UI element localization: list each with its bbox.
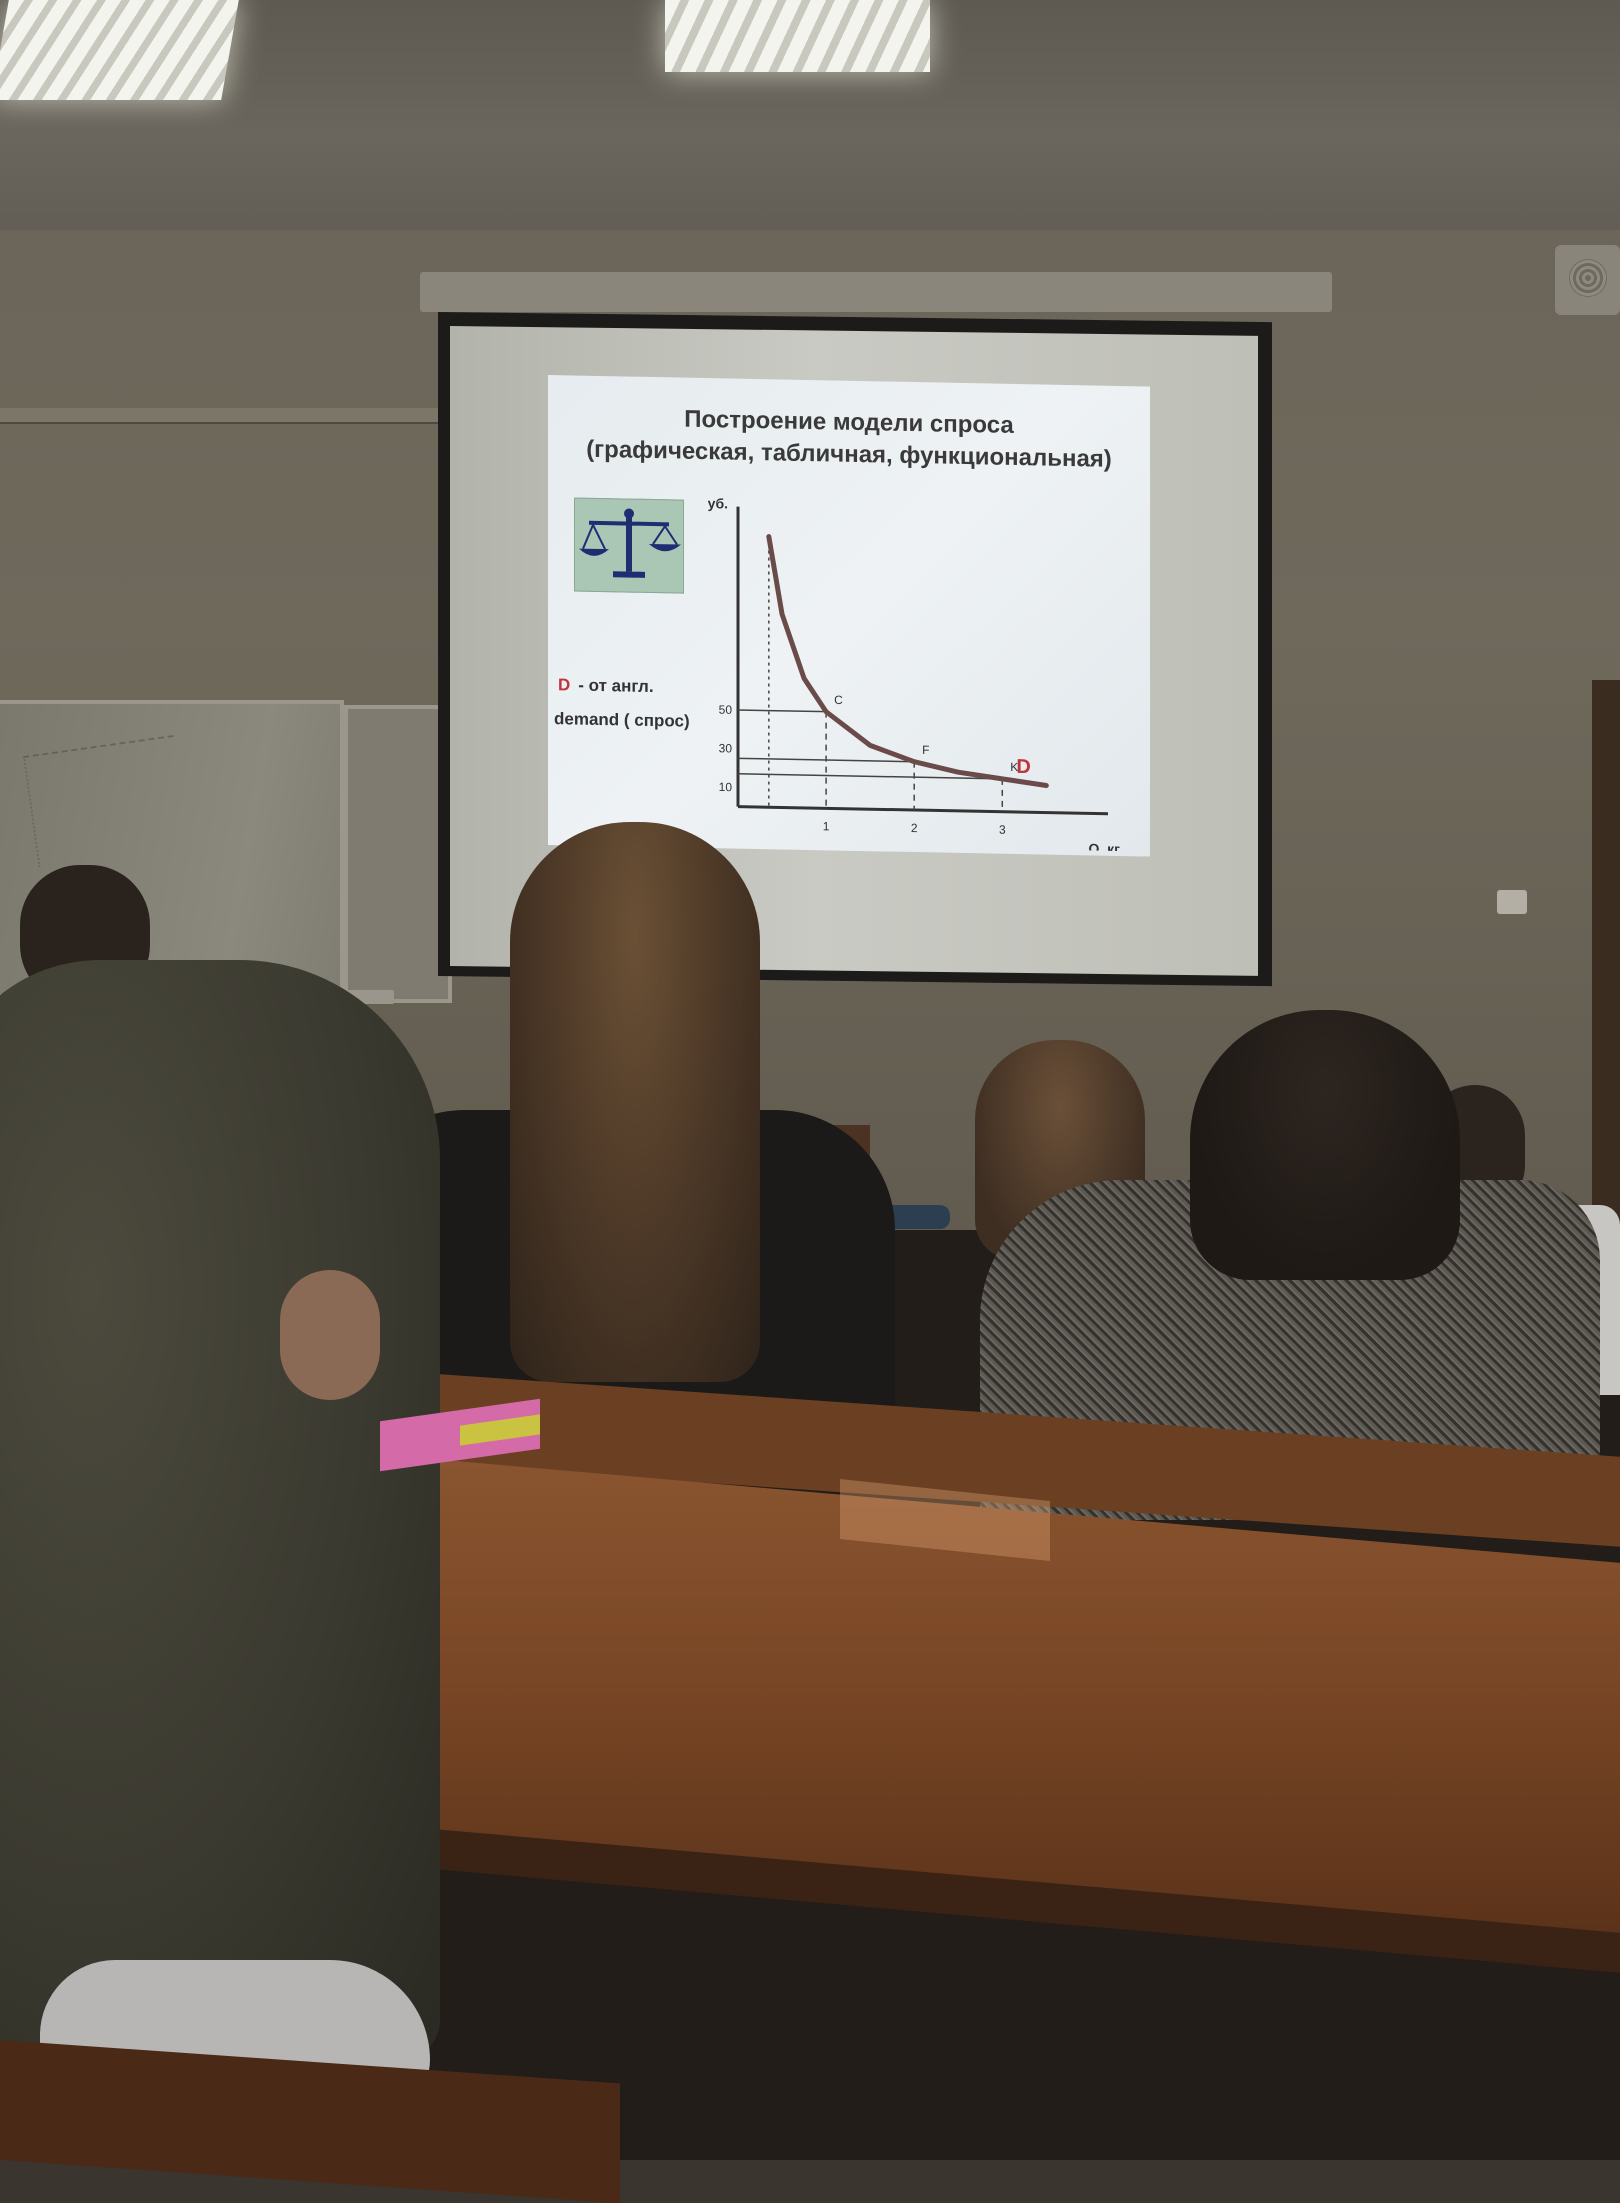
projected-slide: Построение модели спроса (графическая, т… bbox=[548, 375, 1150, 857]
student-hand-left bbox=[280, 1270, 380, 1400]
chart-svg: P, руб. Q, кг 1 2 3 10 30 50 C F KD bbox=[708, 498, 1120, 851]
y-tick-label: 10 bbox=[719, 780, 733, 794]
projector-screen-housing bbox=[420, 272, 1332, 312]
y-tick-label: 30 bbox=[719, 741, 733, 755]
wall-speaker-icon bbox=[1555, 245, 1620, 315]
demand-curve-chart: P, руб. Q, кг 1 2 3 10 30 50 C F KD bbox=[708, 498, 1138, 851]
student-sweater-left bbox=[0, 960, 440, 2060]
slide-subtitle: (графическая, табличная, функциональная) bbox=[586, 435, 1112, 473]
y-axis-label: P, руб. bbox=[708, 498, 728, 511]
wall-switch bbox=[1497, 890, 1527, 914]
door bbox=[1592, 680, 1620, 1240]
point-label: F bbox=[922, 743, 929, 757]
d-definition: D - от англ. bbox=[558, 675, 654, 697]
student-hair-center bbox=[510, 822, 760, 1382]
ceiling-light-left bbox=[0, 0, 239, 100]
x-tick-label: 2 bbox=[911, 821, 918, 835]
point-label: K bbox=[1010, 760, 1018, 774]
d-definition-text: - от англ. bbox=[578, 675, 654, 697]
y-tick-label: 50 bbox=[719, 703, 733, 717]
guide-horizontal bbox=[738, 709, 827, 713]
student-hair-right bbox=[1190, 1010, 1460, 1280]
x-axis bbox=[738, 805, 1108, 816]
series-label-d: D bbox=[1016, 756, 1030, 778]
d-letter: D bbox=[558, 675, 571, 695]
x-tick-label: 1 bbox=[823, 819, 830, 833]
demand-curve-line bbox=[766, 534, 1049, 789]
demand-definition: demand ( спрос) bbox=[554, 709, 690, 731]
whiteboard-right bbox=[344, 705, 452, 1003]
wall-rail bbox=[0, 408, 450, 424]
guide-horizontal bbox=[738, 773, 1003, 780]
x-tick-label: 3 bbox=[999, 823, 1006, 837]
balance-scale-icon bbox=[574, 497, 684, 594]
whiteboard-scribble bbox=[22, 734, 190, 868]
ceiling bbox=[0, 0, 1620, 230]
point-label: C bbox=[834, 693, 843, 707]
guide-horizontal bbox=[738, 757, 915, 763]
ceiling-light-center bbox=[665, 0, 930, 72]
x-axis-label: Q, кг bbox=[1088, 840, 1120, 851]
